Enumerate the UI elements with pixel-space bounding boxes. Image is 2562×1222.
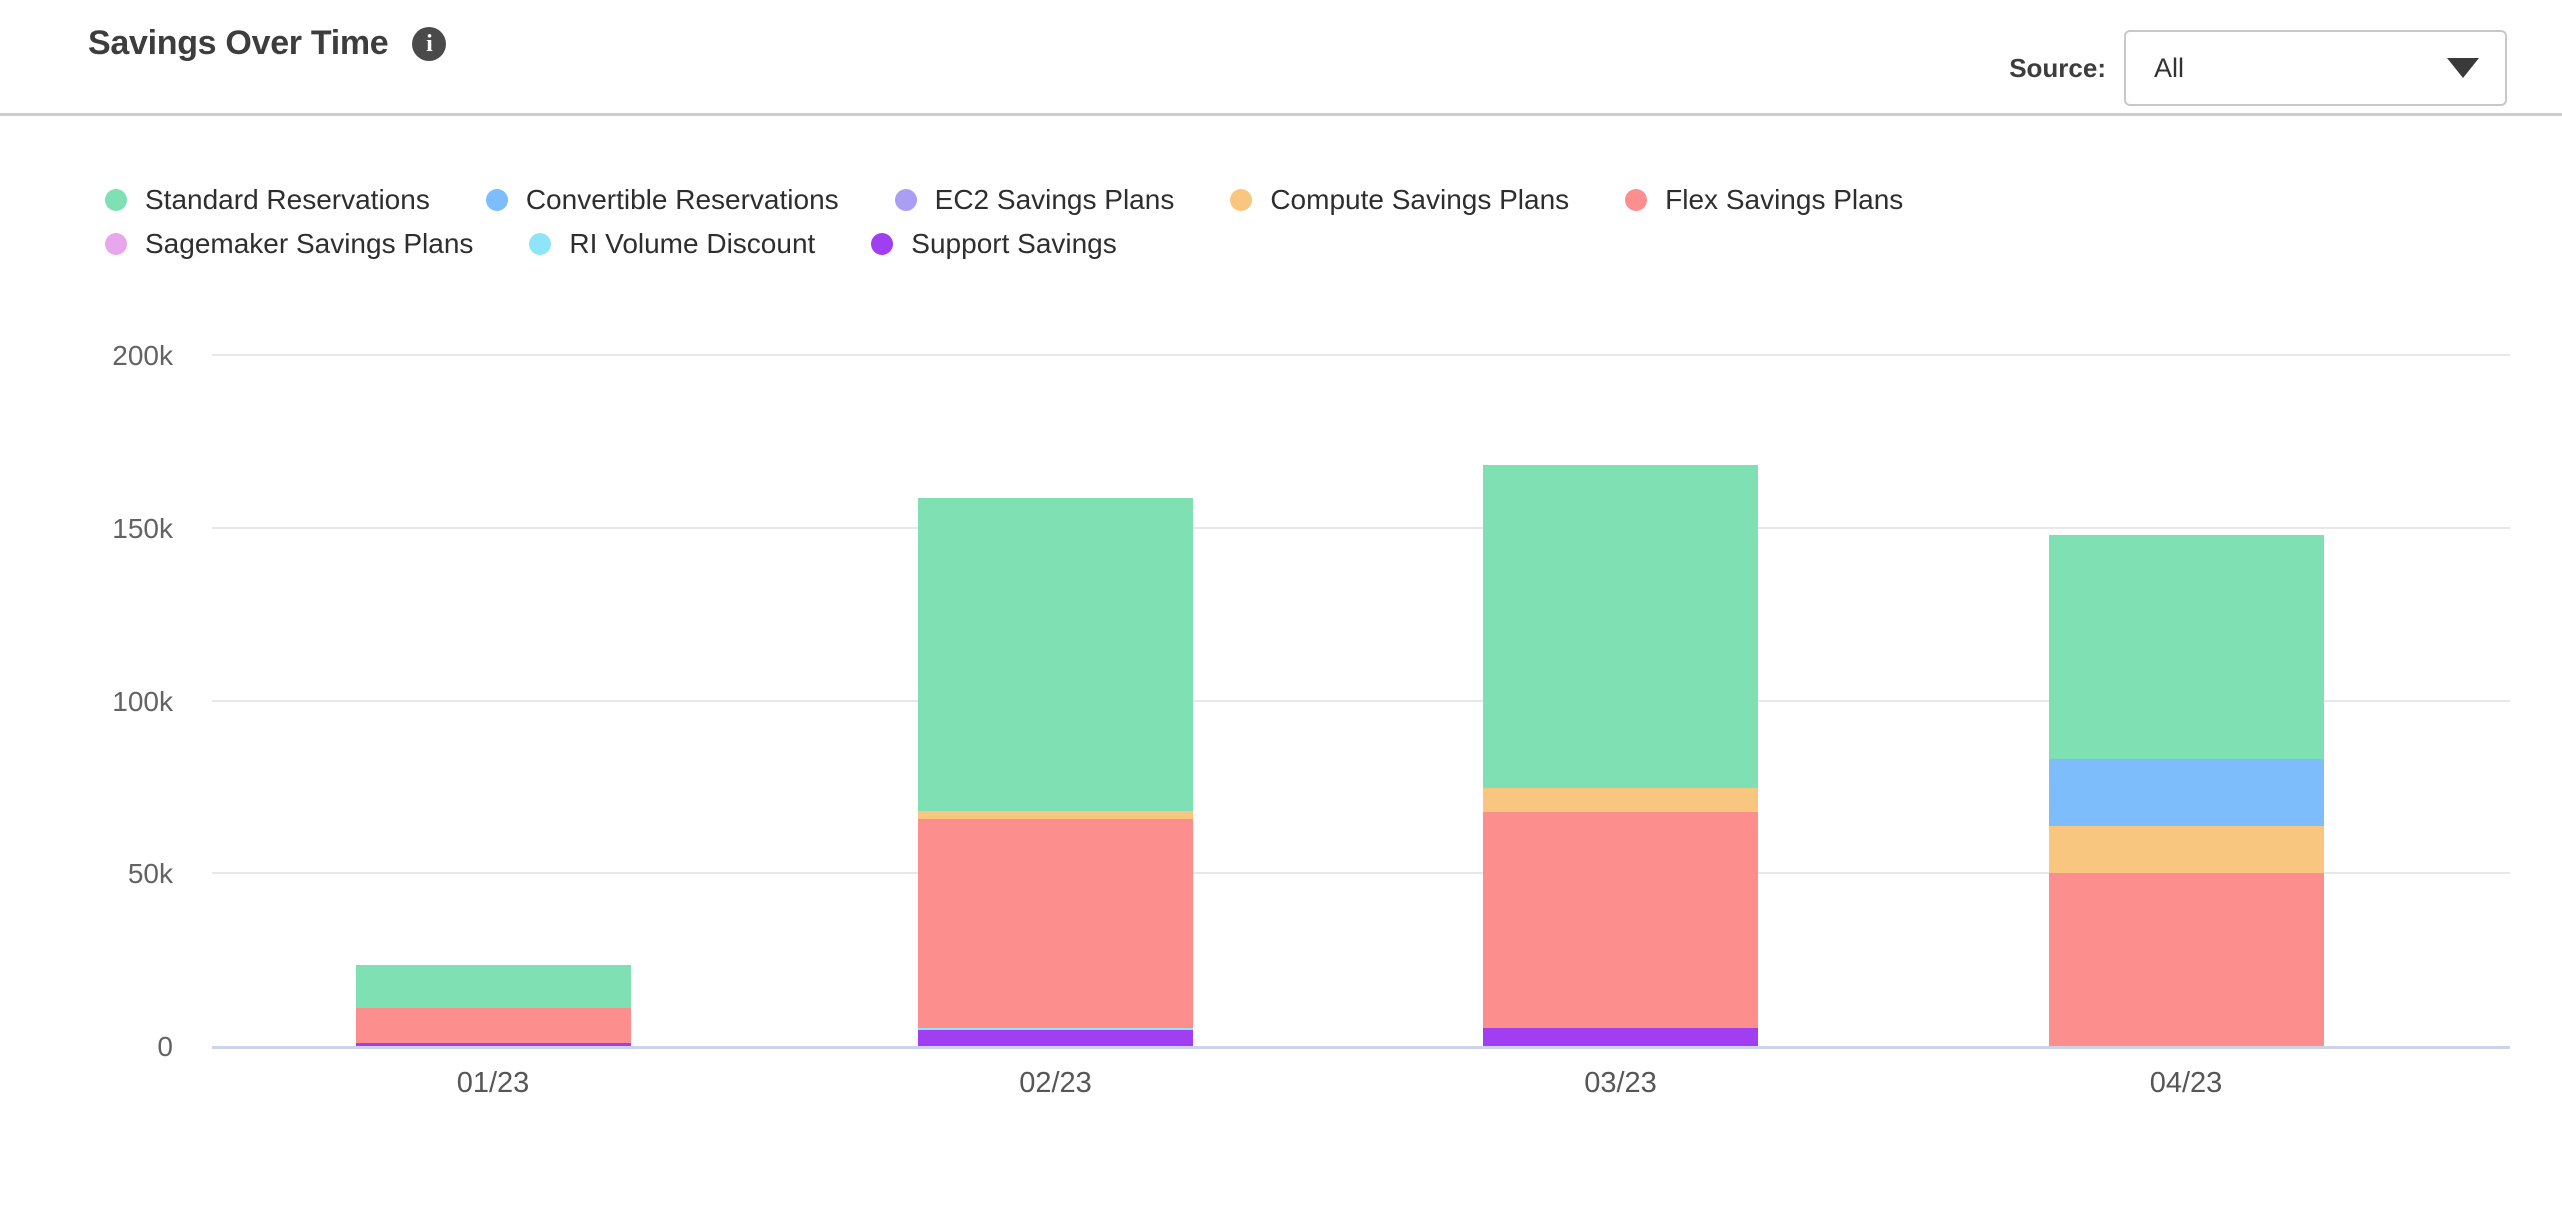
legend-dot-standard-reservations: [105, 189, 127, 211]
bar-segment-flex-savings-plans-02-23[interactable]: [918, 819, 1193, 1028]
chevron-down-icon: [2447, 58, 2479, 78]
legend-row-2: Sagemaker Savings Plans RI Volume Discoun…: [105, 228, 1903, 260]
gridline-100k: [212, 699, 2510, 702]
legend-item-ri-volume-discount[interactable]: RI Volume Discount: [529, 228, 815, 260]
bar-segment-flex-savings-plans-03-23[interactable]: [1483, 812, 1758, 1028]
legend-label-sagemaker-savings-plans: Sagemaker Savings Plans: [145, 228, 474, 259]
y-axis-label-200k: 200k: [112, 340, 173, 371]
x-axis-line: [212, 1046, 2510, 1049]
x-axis-label-04-23: 04/23: [2149, 1067, 2223, 1099]
info-icon[interactable]: i: [412, 26, 447, 61]
bar-segment-flex-savings-plans-04-23[interactable]: [2048, 873, 2324, 1046]
y-axis-label-0: 0: [157, 1031, 173, 1062]
legend-label-support-savings: Support Savings: [911, 228, 1117, 259]
gridline-200k: [212, 354, 2510, 356]
bar-segment-compute-savings-plans-02-23[interactable]: [918, 811, 1193, 820]
source-label: Source:: [2009, 52, 2106, 83]
legend-dot-ri-volume-discount: [529, 233, 552, 255]
legend-dot-sagemaker-savings-plans: [105, 233, 127, 255]
bar-segment-convertible-reservations-04-23[interactable]: [2048, 758, 2324, 826]
bar-segment-compute-savings-plans-04-23[interactable]: [2048, 825, 2324, 874]
y-axis-label-150k: 150k: [112, 512, 173, 544]
legend-item-ec2-savings-plans[interactable]: EC2 Savings Plans: [894, 184, 1175, 216]
legend-label-ec2-savings-plans: EC2 Savings Plans: [934, 184, 1175, 215]
bar-segment-support-savings-02-23[interactable]: [918, 1030, 1193, 1046]
legend-item-support-savings[interactable]: Support Savings: [871, 228, 1117, 260]
bar-segment-flex-savings-plans-01-23[interactable]: [355, 1007, 631, 1043]
info-icon-glyph: i: [426, 30, 433, 57]
legend-label-flex-savings-plans: Flex Savings Plans: [1665, 184, 1904, 215]
x-axis-label-01-23: 01/23: [456, 1067, 530, 1099]
legend-dot-convertible-reservations: [485, 189, 508, 211]
source-filter: Source: All: [2009, 30, 2507, 106]
legend-label-standard-reservations: Standard Reservations: [145, 184, 430, 215]
legend-dot-compute-savings-plans: [1230, 189, 1253, 211]
header-divider: [0, 113, 2562, 116]
y-axis-label-50k: 50k: [127, 858, 173, 890]
legend-row-1: Standard Reservations Convertible Reserva…: [105, 184, 1903, 216]
source-dropdown[interactable]: All: [2124, 30, 2507, 106]
bar-segment-standard-reservations-02-23[interactable]: [918, 498, 1193, 812]
source-dropdown-value: All: [2154, 52, 2185, 83]
y-axis-label-100k: 100k: [112, 685, 173, 717]
bar-segment-standard-reservations-01-23[interactable]: [355, 965, 631, 1008]
legend-label-ri-volume-discount: RI Volume Discount: [569, 228, 816, 259]
bar-segment-support-savings-03-23[interactable]: [1483, 1027, 1758, 1046]
legend-item-sagemaker-savings-plans[interactable]: Sagemaker Savings Plans: [105, 228, 473, 260]
x-axis-label-02-23: 02/23: [1019, 1067, 1092, 1099]
bar-segment-ri-volume-discount-02-23[interactable]: [918, 1027, 1193, 1031]
page-title: Savings Over Time: [88, 24, 389, 62]
legend-label-compute-savings-plans: Compute Savings Plans: [1270, 184, 1570, 215]
x-axis-label-03-23: 03/23: [1584, 1067, 1657, 1099]
panel-header: Savings Over Time i: [88, 24, 447, 63]
chart-legend: Standard Reservations Convertible Reserva…: [105, 184, 1903, 260]
bar-segment-standard-reservations-03-23[interactable]: [1483, 465, 1758, 789]
legend-dot-flex-savings-plans: [1625, 189, 1648, 211]
gridline-50k: [212, 872, 2510, 875]
bar-segment-standard-reservations-04-23[interactable]: [2048, 535, 2324, 759]
legend-item-compute-savings-plans[interactable]: Compute Savings Plans: [1230, 184, 1569, 216]
legend-dot-ec2-savings-plans: [894, 189, 917, 211]
legend-item-standard-reservations[interactable]: Standard Reservations: [105, 184, 430, 216]
legend-item-flex-savings-plans[interactable]: Flex Savings Plans: [1625, 184, 1903, 216]
gridline-150k: [212, 526, 2510, 529]
bar-segment-compute-savings-plans-03-23[interactable]: [1483, 788, 1758, 813]
legend-item-convertible-reservations[interactable]: Convertible Reservations: [485, 184, 839, 216]
legend-dot-support-savings: [871, 233, 894, 255]
legend-label-convertible-reservations: Convertible Reservations: [525, 184, 839, 215]
bar-segment-support-savings-01-23[interactable]: [355, 1042, 631, 1046]
